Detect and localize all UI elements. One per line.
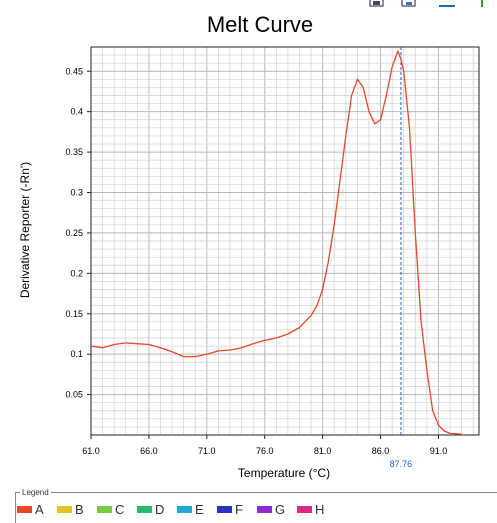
y-tick-label: 0.4 bbox=[70, 107, 83, 117]
x-tick-label: 66.0 bbox=[140, 446, 158, 456]
y-tick-label: 0.05 bbox=[65, 390, 83, 400]
legend-frame bbox=[15, 492, 497, 523]
chart-toolbar bbox=[360, 0, 497, 10]
y-tick-label: 0.3 bbox=[70, 188, 83, 198]
legend-swatch bbox=[57, 506, 72, 513]
x-tick-label: 81.0 bbox=[314, 446, 332, 456]
legend-title: Legend bbox=[20, 488, 51, 497]
y-tick-label: 0.25 bbox=[65, 228, 83, 238]
y-tick-label: 0.1 bbox=[70, 349, 83, 359]
y-tick-label: 0.45 bbox=[65, 66, 83, 76]
legend-swatch bbox=[17, 506, 32, 513]
x-tick-label: 86.0 bbox=[372, 446, 390, 456]
chart-title: Melt Curve bbox=[206, 12, 314, 37]
export-icon[interactable] bbox=[400, 0, 418, 8]
legend-swatch bbox=[217, 506, 232, 513]
y-tick-label: 0.15 bbox=[65, 309, 83, 319]
legend-label: H bbox=[315, 502, 325, 517]
x-tick-label: 91.0 bbox=[430, 446, 448, 456]
y-tick-label: 0.2 bbox=[70, 268, 83, 278]
x-tick-label: 71.0 bbox=[198, 446, 216, 456]
lines-icon[interactable] bbox=[438, 0, 456, 8]
more-icon[interactable] bbox=[478, 0, 496, 8]
series-line bbox=[90, 50, 462, 435]
save-icon[interactable] bbox=[368, 0, 386, 8]
legend-label: E bbox=[195, 502, 204, 517]
legend-label: F bbox=[235, 502, 243, 517]
legend-label: G bbox=[275, 502, 286, 517]
legend-label: C bbox=[115, 502, 125, 517]
legend-swatch bbox=[97, 506, 112, 513]
legend: A B C D E F G H bbox=[17, 502, 497, 517]
marker-label: 87.76 bbox=[390, 459, 413, 469]
legend-label: B bbox=[75, 502, 84, 517]
legend-label: D bbox=[155, 502, 165, 517]
plot-frame bbox=[90, 46, 480, 436]
x-tick-label: 61.0 bbox=[82, 446, 100, 456]
x-axis-label: Temperature (°C) bbox=[237, 466, 331, 480]
legend-swatch bbox=[137, 506, 152, 513]
legend-swatch bbox=[297, 506, 312, 513]
melt-curve-plot: 61.0 66.0 71.0 76.0 81.0 86.0 91.0 0.05 0.1 0.15 0… bbox=[65, 46, 480, 469]
legend-swatch bbox=[257, 506, 272, 513]
x-tick-label: 76.0 bbox=[256, 446, 274, 456]
legend-label: A bbox=[35, 502, 44, 517]
y-tick-label: 0.35 bbox=[65, 147, 83, 157]
legend-swatch bbox=[177, 506, 192, 513]
